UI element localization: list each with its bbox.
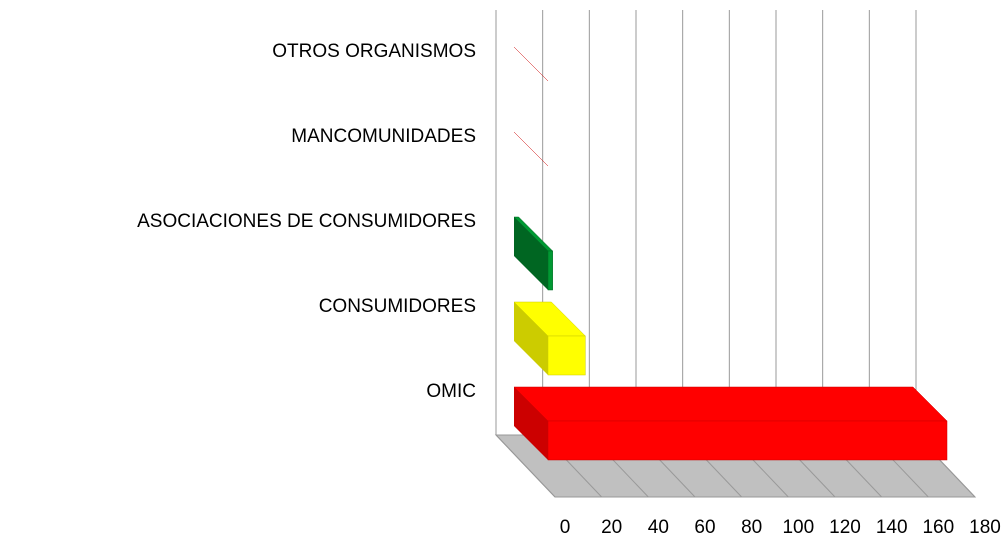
floor-grid-line <box>495 434 556 498</box>
x-tick-label: 20 <box>601 517 622 538</box>
bar <box>547 335 586 376</box>
x-tick-label: 40 <box>648 517 669 538</box>
x-tick-label: 100 <box>782 517 814 538</box>
x-tick-label: 160 <box>922 517 954 538</box>
x-tick-label: 180 <box>969 517 1001 538</box>
bar-side <box>514 387 548 460</box>
bar-top <box>513 386 948 422</box>
x-tick-label: 140 <box>876 517 908 538</box>
bar <box>547 420 948 461</box>
bar-side <box>514 217 548 290</box>
y-tick-label: OTROS ORGANISMOS <box>272 41 476 62</box>
x-tick-label: 60 <box>694 517 715 538</box>
x-tick-label: 80 <box>741 517 762 538</box>
x-tick-label: 120 <box>829 517 861 538</box>
y-tick-label: OMIC <box>426 381 476 402</box>
x-tick-label: 0 <box>560 517 571 538</box>
bar-top <box>513 46 549 82</box>
bar-side <box>514 302 548 375</box>
bar <box>547 250 553 291</box>
bar-top <box>513 131 549 167</box>
y-tick-label: MANCOMUNIDADES <box>291 126 476 147</box>
y-tick-label: CONSUMIDORES <box>319 296 476 317</box>
y-tick-label: ASOCIACIONES DE CONSUMIDORES <box>137 211 476 232</box>
